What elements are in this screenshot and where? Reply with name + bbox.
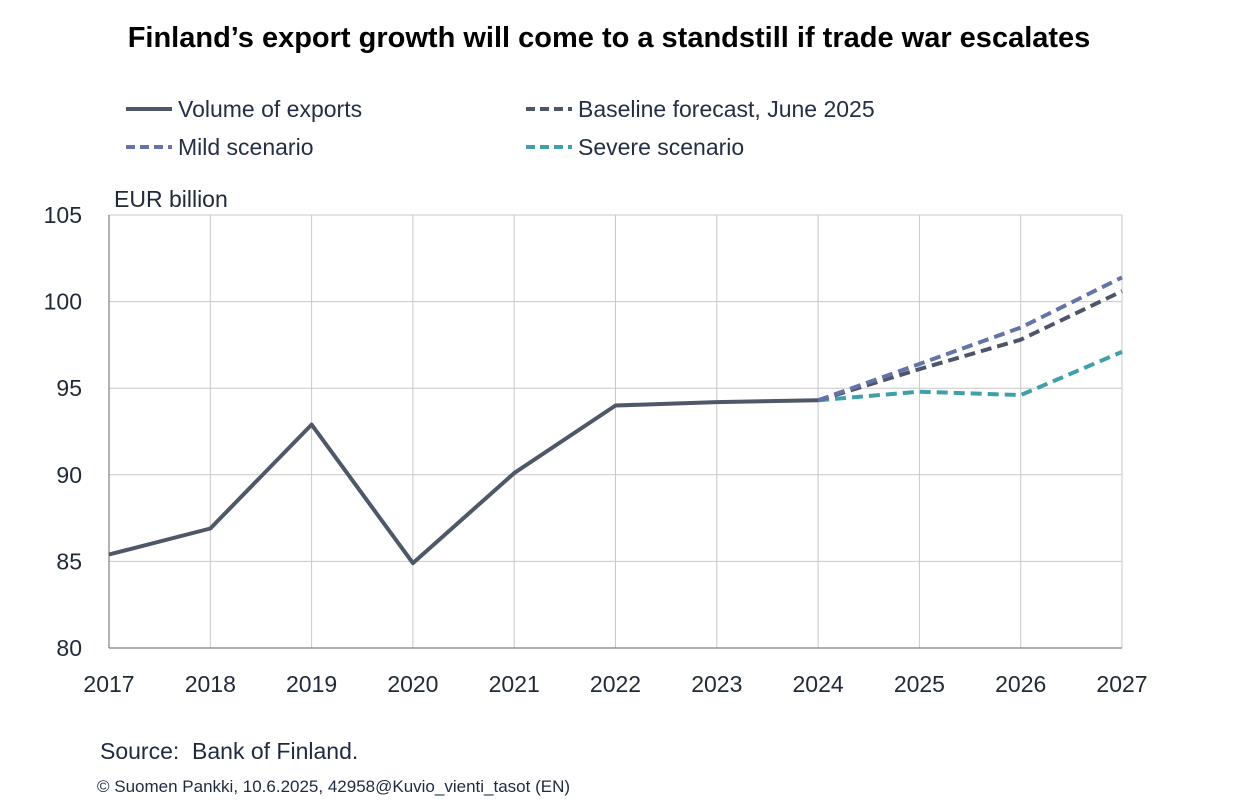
y-tick-label: 105	[44, 202, 82, 228]
legend-label-severe-scenario: Severe scenario	[578, 133, 745, 160]
series-line-volume-of-exports	[108, 398, 819, 566]
y-tick-label: 90	[56, 462, 82, 488]
legend-swatch-mild-scenario	[126, 145, 172, 149]
legend-item-severe-scenario: Severe scenario	[526, 132, 744, 162]
chart-title: Finland’s export growth will come to a s…	[127, 22, 1091, 54]
x-tick-label: 2019	[286, 671, 337, 697]
x-tick-label: 2018	[185, 671, 236, 697]
y-tick-label: 100	[44, 289, 82, 315]
copyright-note: © Suomen Pankki, 10.6.2025, 42958@Kuvio_…	[97, 777, 571, 796]
legend-swatch-baseline-forecast	[526, 107, 572, 111]
x-tick-label: 2017	[83, 671, 134, 697]
x-tick-label: 2026	[995, 671, 1046, 697]
x-tick-label: 2025	[894, 671, 945, 697]
x-tick-label: 2023	[691, 671, 742, 697]
legend-label-mild-scenario: Mild scenario	[178, 133, 314, 160]
series-line-mild-scenario	[817, 275, 1123, 403]
legend-swatch-volume-of-exports	[126, 107, 172, 111]
x-tick-label: 2024	[793, 671, 844, 697]
x-tick-label: 2022	[590, 671, 641, 697]
legend-item-volume-of-exports: Volume of exports	[126, 94, 362, 124]
series-line-baseline-forecast-june-2025	[817, 289, 1123, 403]
legend-item-mild-scenario: Mild scenario	[126, 132, 314, 162]
legend-item-baseline-forecast: Baseline forecast, June 2025	[526, 94, 875, 124]
y-tick-label: 95	[56, 375, 82, 401]
x-tick-label: 2027	[1096, 671, 1147, 697]
x-tick-label: 2020	[387, 671, 438, 697]
legend-label-volume-of-exports: Volume of exports	[178, 95, 363, 122]
legend-label-baseline-forecast: Baseline forecast, June 2025	[578, 95, 875, 122]
legend-swatch-severe-scenario	[526, 145, 572, 149]
source-note: Source: Bank of Finland.	[100, 738, 359, 764]
series-line-severe-scenario	[817, 349, 1123, 403]
x-tick-label: 2021	[489, 671, 540, 697]
y-tick-label: 80	[56, 635, 82, 661]
y-tick-label: 85	[56, 548, 82, 574]
y-axis-label: EUR billion	[114, 186, 228, 212]
